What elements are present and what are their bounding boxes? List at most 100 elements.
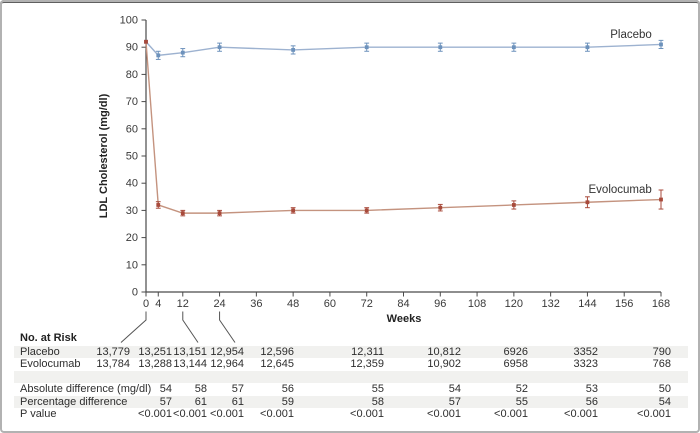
table-cell: 59 [281, 395, 294, 408]
data-point-evolocumab [438, 205, 443, 210]
table-cell: 12,359 [350, 358, 384, 371]
x-tick-label: 84 [397, 298, 409, 310]
row-label: Evolocumab [20, 358, 81, 371]
table-cell: 58 [194, 383, 207, 396]
table-cell: 13,144 [173, 358, 207, 371]
data-point-placebo [511, 45, 516, 50]
table-cell: 52 [515, 383, 528, 396]
table-cell: 6958 [503, 358, 528, 371]
table-row-placebo: Placebo 13,779 13,251 13,151 12,954 12,596 12,… [14, 346, 688, 359]
data-point-placebo [180, 50, 185, 55]
data-point-placebo [438, 45, 443, 50]
table-cell: 12,596 [260, 346, 294, 358]
data-point-placebo [585, 45, 590, 50]
table-cell: <0.001 [210, 408, 244, 420]
series-line-evolocumab [145, 41, 662, 214]
table-cell: <0.001 [637, 408, 671, 420]
data-point-evolocumab [156, 203, 161, 207]
y-tick-label: 0 [132, 287, 138, 299]
y-tick-label: 30 [126, 205, 138, 217]
risk-table-title: No. at Risk [20, 332, 77, 344]
table-cell: 61 [231, 395, 244, 408]
data-point-evolocumab [144, 39, 148, 44]
data-point-placebo [156, 53, 161, 58]
series-label-evolocumab: Evolocumab [589, 184, 652, 196]
data-point-evolocumab [180, 211, 185, 216]
callout-line [120, 311, 147, 343]
series-label-placebo: Placebo [610, 29, 652, 41]
table-row-percentage-difference: Percentage difference 57 61 61 59 58 57 55 56 54 [14, 395, 688, 408]
x-tick-label: 72 [361, 298, 373, 310]
y-tick-label: 50 [126, 151, 138, 163]
data-point-evolocumab [364, 208, 369, 213]
data-point-placebo [291, 48, 296, 52]
table-cell: 12,311 [351, 346, 384, 358]
table-cell: 10,812 [427, 346, 461, 358]
x-tick-label: 156 [615, 298, 633, 310]
y-axis-title: LDL Cholesterol (mg/dl) [98, 93, 110, 218]
x-tick-label: 48 [287, 298, 299, 310]
table-cell: 54 [159, 383, 172, 396]
table-cell: 56 [585, 395, 598, 408]
row-label: P value [20, 408, 57, 420]
table-cell: 13,779 [96, 346, 130, 358]
x-tick-label: 60 [324, 298, 336, 310]
x-tick-label: 108 [468, 298, 486, 310]
table-cell: 57 [448, 395, 461, 408]
x-tick-label: 4 [155, 298, 161, 310]
x-tick-label: 168 [652, 298, 670, 310]
y-tick-label: 60 [126, 123, 138, 135]
table-cell: 54 [658, 395, 671, 408]
table-cell: 13,784 [96, 358, 130, 371]
y-tick-label: 90 [126, 42, 138, 54]
x-tick-label: 96 [434, 298, 446, 310]
table-cell: <0.001 [260, 408, 294, 420]
x-tick-label: 132 [541, 298, 559, 310]
table-row-evolocumab: Evolocumab 13,784 13,288 13,144 12,964 12,645… [14, 358, 688, 370]
x-tick-label: 24 [213, 298, 225, 310]
table-cell: 57 [231, 383, 244, 396]
table-cell: 13,288 [138, 358, 172, 371]
table-cell: 13,151 [173, 346, 207, 358]
y-tick-label: 10 [126, 259, 138, 271]
table-cell: 12,964 [210, 358, 244, 371]
table-row-absolute-difference-mg-dl-: Absolute difference (mg/dl) 54 58 57 56 55 54 5… [14, 383, 688, 395]
table-cell: <0.001 [350, 408, 384, 420]
x-tick-label: 144 [578, 298, 596, 310]
table-cell: <0.001 [173, 408, 207, 420]
y-tick-label: 20 [126, 232, 138, 244]
table-cell: 768 [652, 358, 671, 371]
data-point-evolocumab [291, 208, 296, 213]
y-tick-label: 40 [126, 178, 138, 190]
data-point-placebo [659, 42, 663, 47]
table-cell: <0.001 [427, 408, 461, 420]
table-cell: 55 [515, 395, 528, 408]
table-cell: <0.001 [564, 408, 598, 420]
table-cell: 3352 [573, 346, 598, 358]
x-tick-label: 12 [177, 298, 189, 310]
table-cell: 57 [159, 395, 172, 408]
table-cell: <0.001 [138, 408, 172, 420]
table-cell: 54 [448, 383, 461, 396]
data-point-placebo [217, 45, 222, 50]
table-cell: 3323 [573, 358, 598, 371]
x-tick-label: 120 [505, 298, 523, 310]
table-cell: 10,902 [427, 358, 461, 371]
data-point-evolocumab [511, 203, 516, 207]
table-cell: 12,954 [210, 346, 244, 358]
y-tick-label: 100 [120, 15, 138, 27]
table-cell: 53 [585, 383, 598, 396]
table-cell: 13,251 [138, 346, 172, 358]
table-cell: 61 [194, 395, 207, 408]
row-label: Absolute difference (mg/dl) [20, 383, 152, 396]
series-line-placebo [145, 41, 662, 57]
table-cell: 56 [281, 383, 294, 396]
table-cell: 6926 [503, 346, 528, 358]
x-axis-title: Weeks [387, 313, 422, 325]
data-point-evolocumab [585, 200, 590, 205]
table-row-p-value: P value <0.001 <0.001 <0.001 <0.001 <0.001 <0.… [14, 408, 688, 420]
data-point-evolocumab [659, 197, 663, 202]
